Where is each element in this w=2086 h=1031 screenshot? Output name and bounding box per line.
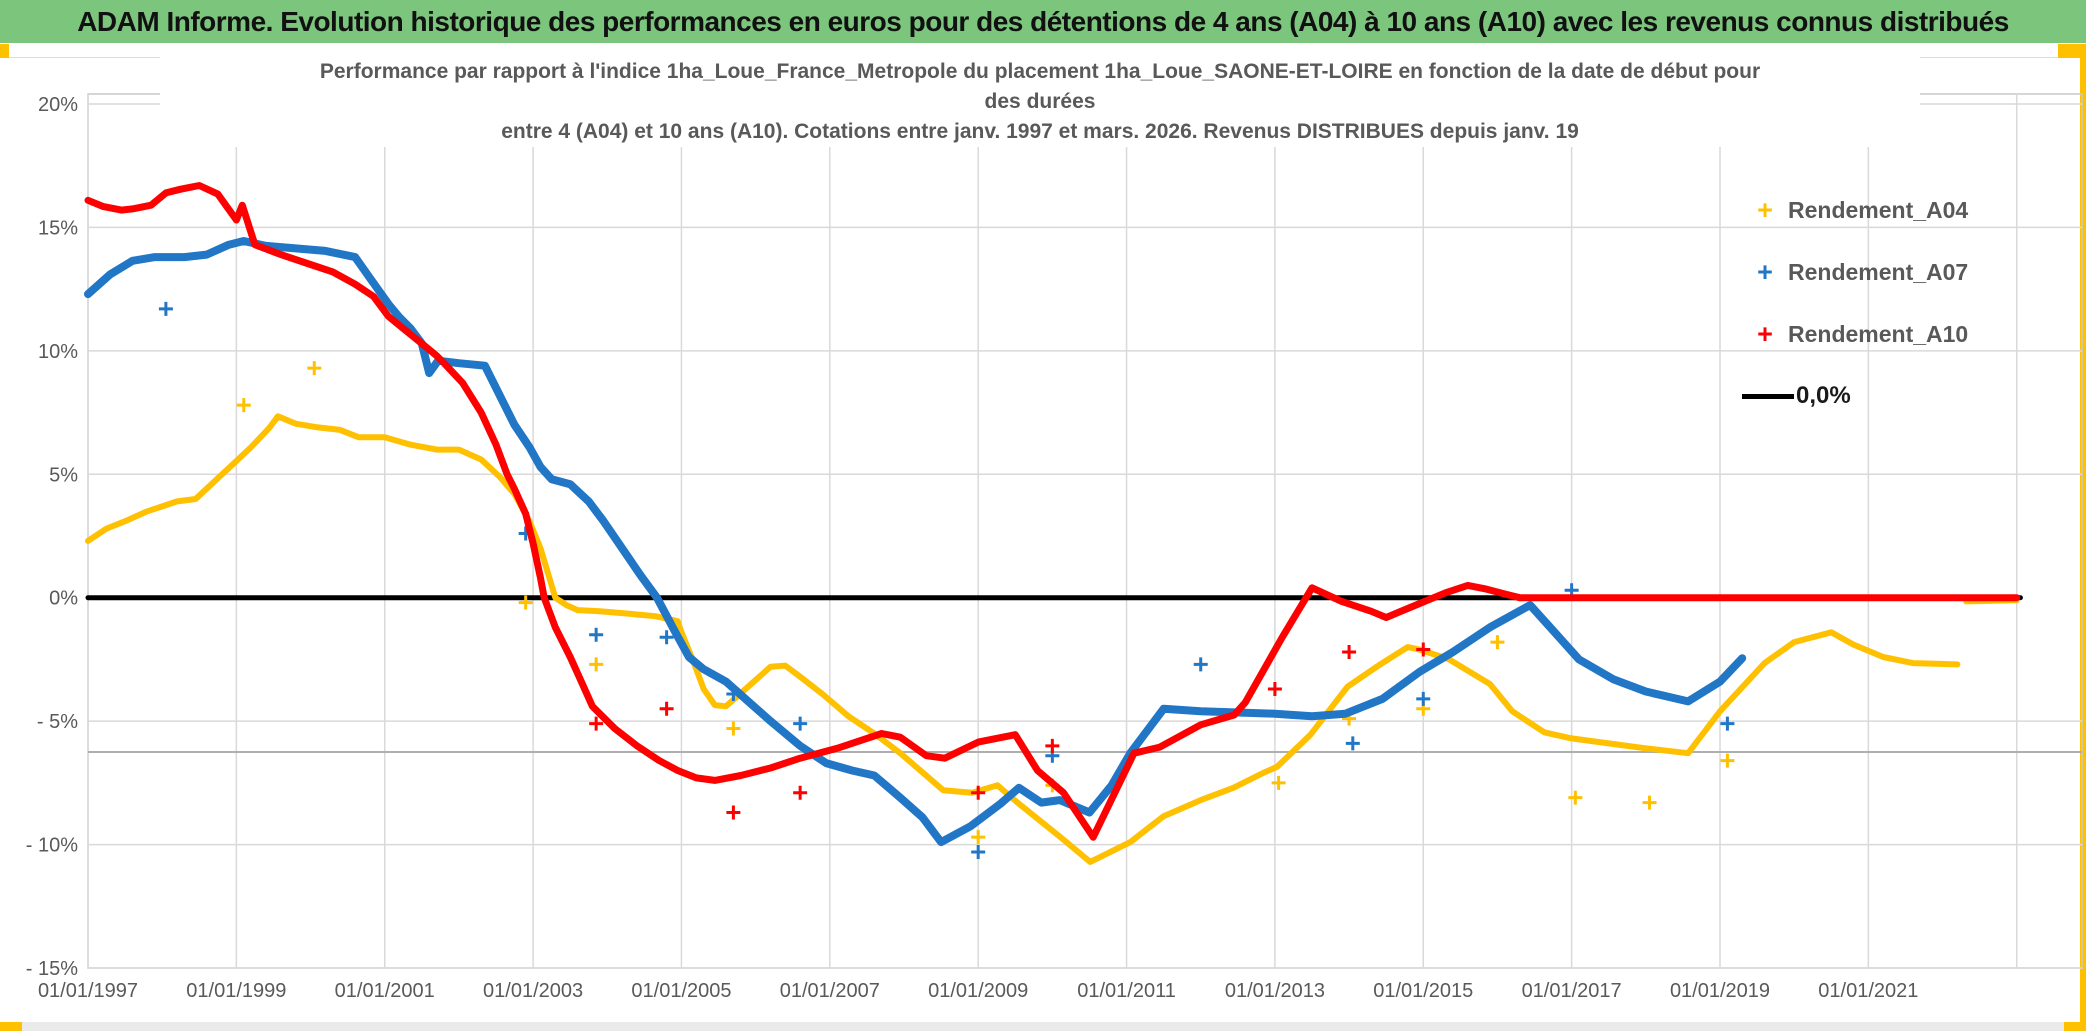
- x-tick-label: 01/01/1999: [186, 980, 286, 1002]
- legend-label: Rendement_A10: [1788, 320, 1969, 347]
- x-tick-label: 01/01/2009: [928, 980, 1028, 1002]
- x-tick-label: 01/01/2003: [483, 980, 583, 1002]
- report-title: ADAM Informe. Evolution historique des p…: [77, 5, 2009, 37]
- outlier-plus-marker-Rendement_A07: [793, 716, 808, 731]
- y-tick-label: 0%: [49, 588, 78, 610]
- chart-title-line2: des durées: [984, 90, 1096, 113]
- outlier-plus-marker-Rendement_A04: [971, 830, 986, 845]
- outlier-plus-marker-Rendement_A04: [1490, 635, 1505, 650]
- chart-legend: + Rendement_A04 + Rendement_A07 + Rendem…: [1742, 196, 2042, 410]
- legend-label: Rendement_A04: [1788, 196, 1969, 223]
- x-tick-label: 01/01/2001: [335, 980, 435, 1002]
- report-header-bar: ADAM Informe. Evolution historique des p…: [0, 0, 2086, 43]
- series-Rendement_A10: [84, 182, 2021, 841]
- outlier-plus-marker-Rendement_A10: [1045, 738, 1060, 753]
- outlier-plus-marker-Rendement_A07: [1720, 716, 1735, 731]
- outlier-plus-marker-Rendement_A04: [1568, 790, 1583, 805]
- outlier-plus-marker-Rendement_A10: [1342, 645, 1357, 660]
- outlier-plus-marker-Rendement_A07: [1193, 657, 1208, 672]
- bottom-scroll-strip[interactable]: [0, 1022, 2086, 1031]
- outlier-plus-marker-Rendement_A07: [158, 301, 173, 316]
- chart-title-line3: entre 4 (A04) et 10 ans (A10). Cotations…: [501, 120, 1579, 143]
- chart-title-line1: Performance par rapport à l'indice 1ha_L…: [319, 60, 1761, 83]
- black-line-swatch: [1742, 393, 1794, 399]
- outlier-plus-marker-Rendement_A10: [971, 785, 986, 800]
- outlier-plus-marker-Rendement_A10: [726, 805, 741, 820]
- outlier-plus-marker-Rendement_A10: [793, 785, 808, 800]
- outlier-plus-marker-Rendement_A04: [518, 595, 533, 610]
- y-tick-label: - 5%: [37, 711, 78, 733]
- y-tick-label: 10%: [38, 341, 78, 363]
- y-tick-label: 5%: [49, 464, 78, 486]
- outlier-plus-marker-Rendement_A10: [589, 716, 604, 731]
- outlier-plus-marker-Rendement_A10: [1416, 642, 1431, 657]
- x-tick-label: 01/01/2013: [1225, 980, 1325, 1002]
- outlier-plus-marker-Rendement_A07: [659, 630, 674, 645]
- outlier-plus-marker-Rendement_A04: [307, 361, 322, 376]
- outlier-plus-marker-Rendement_A07: [726, 686, 741, 701]
- outlier-plus-marker-Rendement_A10: [659, 701, 674, 716]
- legend-label: 0,0%: [1796, 382, 1851, 409]
- outlier-plus-marker-Rendement_A04: [1720, 753, 1735, 768]
- x-tick-label: 01/01/2007: [780, 980, 880, 1002]
- y-tick-label: - 10%: [26, 835, 78, 857]
- outlier-plus-marker-Rendement_A04: [589, 657, 604, 672]
- outlier-plus-marker-Rendement_A04: [1642, 795, 1657, 810]
- x-tick-label: 01/01/2021: [1818, 980, 1918, 1002]
- outlier-plus-marker-Rendement_A04: [1271, 775, 1286, 790]
- gold-accent-right-edge: [2080, 44, 2086, 1031]
- outlier-plus-marker-Rendement_A07: [1345, 736, 1360, 751]
- x-tick-label: 01/01/2015: [1373, 980, 1473, 1002]
- outlier-plus-marker-Rendement_A04: [236, 398, 251, 413]
- legend-label: Rendement_A07: [1788, 258, 1969, 285]
- outlier-plus-marker-Rendement_A10: [1267, 682, 1282, 697]
- gold-accent-bottom-right: [2064, 1022, 2086, 1031]
- plus-marker-icon: +: [1757, 195, 1773, 225]
- y-tick-label: 20%: [38, 94, 78, 116]
- chart-title: Performance par rapport à l'indice 1ha_L…: [160, 57, 1920, 147]
- plus-marker-icon: +: [1757, 257, 1773, 287]
- outlier-plus-marker-Rendement_A07: [971, 844, 986, 859]
- x-tick-label: 01/01/2019: [1670, 980, 1770, 1002]
- series-Rendement_A04: [85, 413, 1961, 865]
- x-tick-label: 01/01/1997: [38, 980, 138, 1002]
- outlier-plus-marker-Rendement_A07: [589, 627, 604, 642]
- legend-item-rendement-a10[interactable]: + Rendement_A10: [1742, 320, 2042, 348]
- y-tick-label: - 15%: [26, 958, 78, 980]
- gold-accent-bottom-left: [0, 1022, 22, 1031]
- x-tick-label: 01/01/2005: [631, 980, 731, 1002]
- legend-item-rendement-a07[interactable]: + Rendement_A07: [1742, 258, 2042, 286]
- outlier-plus-marker-Rendement_A07: [1416, 691, 1431, 706]
- x-tick-label: 01/01/2017: [1522, 980, 1622, 1002]
- outlier-plus-marker-Rendement_A04: [726, 721, 741, 736]
- legend-item-zero-line[interactable]: 0,0%: [1742, 382, 2042, 410]
- plus-marker-icon: +: [1757, 319, 1773, 349]
- x-tick-label: 01/01/2011: [1077, 980, 1176, 1002]
- gold-accent-top-left: [0, 44, 9, 58]
- gold-accent-top-right: [2058, 44, 2086, 58]
- series-Rendement_A07: [84, 237, 1747, 847]
- legend-item-rendement-a04[interactable]: + Rendement_A04: [1742, 196, 2042, 224]
- y-tick-label: 15%: [38, 217, 78, 239]
